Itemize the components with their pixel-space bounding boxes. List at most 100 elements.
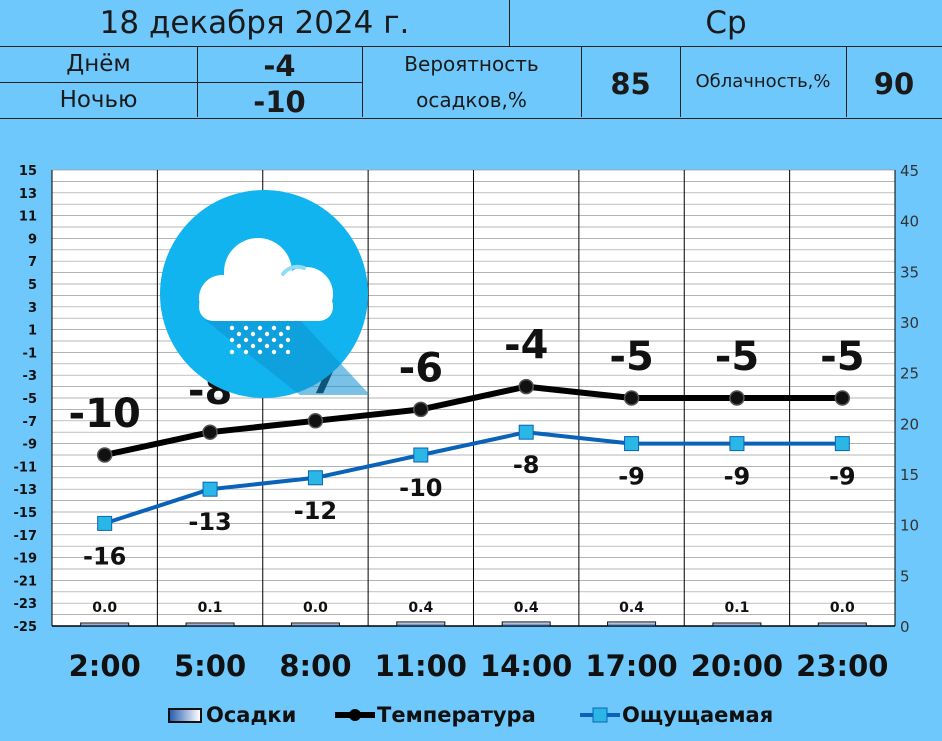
divider bbox=[581, 46, 582, 117]
y-left-tick-label: 5 bbox=[28, 278, 37, 293]
precip-value-label: 0.0 bbox=[92, 600, 117, 616]
precip-bar bbox=[185, 622, 235, 627]
line-square-swatch-icon bbox=[580, 707, 620, 723]
x-tick-label: 17:00 bbox=[585, 649, 677, 683]
day-label: Днём bbox=[66, 51, 131, 77]
y-left-tick-label: -19 bbox=[14, 552, 38, 567]
night-value: -10 bbox=[253, 84, 306, 119]
x-tick-label: 11:00 bbox=[375, 649, 467, 683]
snow-dot bbox=[285, 349, 291, 355]
precip-prob-label-1: Вероятность bbox=[404, 52, 539, 76]
snow-dot bbox=[285, 337, 291, 343]
y-left-tick-label: 1 bbox=[28, 324, 37, 339]
y-left-tick-label: -25 bbox=[14, 620, 38, 635]
night-label: Ночью bbox=[59, 86, 138, 113]
temperature-point bbox=[202, 424, 218, 440]
y-left-tick-label: -11 bbox=[14, 460, 38, 475]
line-dot-swatch-icon bbox=[335, 709, 375, 721]
y-right-tick-label: 30 bbox=[900, 314, 919, 332]
feels-like-point bbox=[202, 481, 218, 497]
snow-dot bbox=[257, 337, 263, 343]
legend-temperature-label: Температура bbox=[377, 703, 536, 727]
y-left-tick-label: 7 bbox=[28, 255, 37, 270]
x-tick-label: 23:00 bbox=[796, 649, 888, 683]
snow-dot bbox=[236, 331, 242, 337]
snow-dot bbox=[271, 325, 277, 331]
precip-value-label: 0.4 bbox=[514, 600, 539, 616]
precip-bar bbox=[290, 622, 340, 627]
feels-like-point bbox=[624, 436, 640, 452]
precip-bar bbox=[607, 621, 657, 627]
legend-feels-like-label: Ощущаемая bbox=[622, 703, 774, 727]
feels-like-value-label: -13 bbox=[188, 508, 231, 536]
temperature-value-label: -4 bbox=[504, 323, 548, 369]
divider bbox=[362, 46, 363, 117]
snow-dot bbox=[278, 343, 284, 349]
snow-dot bbox=[278, 331, 284, 337]
y-left-tick-label: -5 bbox=[23, 392, 37, 407]
cloud-value: 90 bbox=[873, 66, 915, 101]
snow-dot bbox=[257, 349, 263, 355]
snow-dot bbox=[236, 343, 242, 349]
y-left-tick-label: -13 bbox=[14, 483, 38, 498]
y-left-tick-label: -23 bbox=[14, 597, 38, 612]
y-left-tick-label: -9 bbox=[23, 438, 37, 453]
x-tick-label: 20:00 bbox=[691, 649, 783, 683]
feels-like-value-label: -16 bbox=[83, 542, 126, 570]
divider bbox=[680, 46, 681, 117]
snow-dot bbox=[229, 325, 235, 331]
feels-like-point bbox=[834, 436, 850, 452]
precip-bar bbox=[501, 621, 551, 627]
y-right-tick-label: 5 bbox=[900, 567, 910, 585]
precip-value-label: 0.4 bbox=[619, 600, 644, 616]
snow-dot bbox=[243, 337, 249, 343]
temperature-value-label: -10 bbox=[69, 391, 141, 437]
y-left-tick-label: -3 bbox=[23, 369, 37, 384]
temperature-value-label: -5 bbox=[820, 334, 864, 380]
feels-like-value-label: -10 bbox=[399, 474, 442, 502]
date-label: 18 декабря 2024 г. bbox=[99, 5, 410, 41]
y-left-tick-label: 13 bbox=[19, 187, 37, 202]
feels-like-point bbox=[97, 515, 113, 531]
y-right-tick-label: 25 bbox=[900, 365, 919, 383]
snow-dot bbox=[264, 331, 270, 337]
y-left-tick-label: 9 bbox=[28, 232, 37, 247]
precip-value-label: 0.1 bbox=[198, 600, 223, 616]
bar-swatch-icon bbox=[168, 707, 202, 723]
feels-like-point bbox=[413, 447, 429, 463]
feels-like-value-label: -12 bbox=[294, 497, 337, 525]
precip-value-label: 0.0 bbox=[830, 600, 855, 616]
legend-feels-like: Ощущаемая bbox=[578, 700, 773, 730]
legend-temperature: Температура bbox=[333, 700, 536, 730]
temperature-point bbox=[96, 447, 113, 463]
temperature-point bbox=[307, 413, 324, 429]
y-left-tick-label: 3 bbox=[28, 301, 37, 316]
snow-dot bbox=[243, 349, 249, 355]
y-left-tick-label: -21 bbox=[14, 574, 38, 589]
temperature-value-label: -6 bbox=[399, 345, 443, 391]
feels-like-line bbox=[104, 430, 843, 526]
feels-like-value-label: -9 bbox=[618, 463, 645, 491]
temperature-point bbox=[623, 390, 640, 406]
temperature-point bbox=[834, 390, 851, 406]
snow-dot bbox=[271, 337, 277, 343]
y-right-tick-label: 10 bbox=[900, 517, 919, 535]
y-right-tick-label: 35 bbox=[900, 263, 919, 281]
temperature-point bbox=[518, 378, 534, 395]
snow-dot bbox=[250, 343, 256, 349]
divider bbox=[197, 46, 198, 117]
temperature-value-label: -5 bbox=[715, 334, 759, 380]
legend-precip: Осадки bbox=[168, 700, 296, 730]
snow-dot bbox=[264, 343, 270, 349]
day-value: -4 bbox=[263, 49, 296, 83]
feels-like-value-label: -9 bbox=[724, 463, 751, 491]
precip-value-label: 0.1 bbox=[725, 600, 750, 616]
x-tick-label: 2:00 bbox=[69, 649, 141, 683]
summary-row bbox=[0, 46, 942, 119]
snow-dot bbox=[229, 349, 235, 355]
feels-like-value-label: -9 bbox=[829, 463, 856, 491]
cloud-snow-icon bbox=[160, 190, 370, 398]
weekday-label: Ср bbox=[509, 0, 942, 46]
y-left-tick-label: -1 bbox=[23, 346, 37, 361]
